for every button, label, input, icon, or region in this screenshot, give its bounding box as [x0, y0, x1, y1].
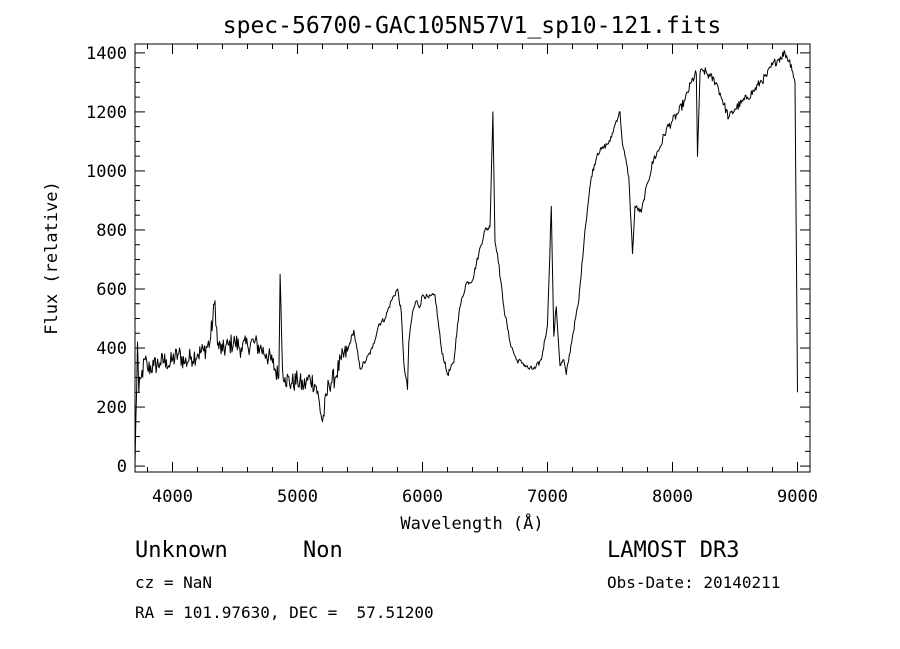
- y-tick-label: 1400: [86, 44, 127, 64]
- x-axis-ticks: 4000 5000 6000 7000 8000 9000: [147, 44, 818, 507]
- object-subclass: Non: [303, 538, 343, 563]
- y-axis-ticks: 0 200 400 600 800 1000 1200 1400: [86, 44, 810, 477]
- y-tick-label: 200: [96, 398, 127, 418]
- spectrum-line: [134, 50, 798, 467]
- x-tick-label: 4000: [152, 487, 193, 507]
- x-tick-label: 8000: [652, 487, 693, 507]
- survey-label: LAMOST DR3: [607, 538, 740, 563]
- x-tick-label: 7000: [527, 487, 568, 507]
- observation-date: Obs-Date: 20140211: [607, 573, 781, 592]
- object-class: Unknown: [135, 538, 228, 563]
- y-tick-label: 800: [96, 221, 127, 241]
- x-axis-label: Wavelength (Å): [400, 512, 543, 534]
- y-tick-label: 400: [96, 339, 127, 359]
- coordinates: RA = 101.97630, DEC = 57.51200: [135, 603, 434, 622]
- y-tick-label: 0: [117, 457, 127, 477]
- y-tick-label: 1200: [86, 103, 127, 123]
- x-tick-label: 6000: [402, 487, 443, 507]
- spectrum-series-layer: [134, 50, 798, 467]
- y-tick-label: 600: [96, 280, 127, 300]
- y-axis-label: Flux (relative): [42, 181, 62, 335]
- y-tick-label: 1000: [86, 162, 127, 182]
- x-tick-label: 9000: [777, 487, 818, 507]
- plot-frame: [134, 43, 811, 473]
- redshift-cz: cz = NaN: [135, 573, 213, 592]
- x-tick-label: 5000: [277, 487, 318, 507]
- chart-title: spec-56700-GAC105N57V1_sp10-121.fits: [223, 13, 722, 39]
